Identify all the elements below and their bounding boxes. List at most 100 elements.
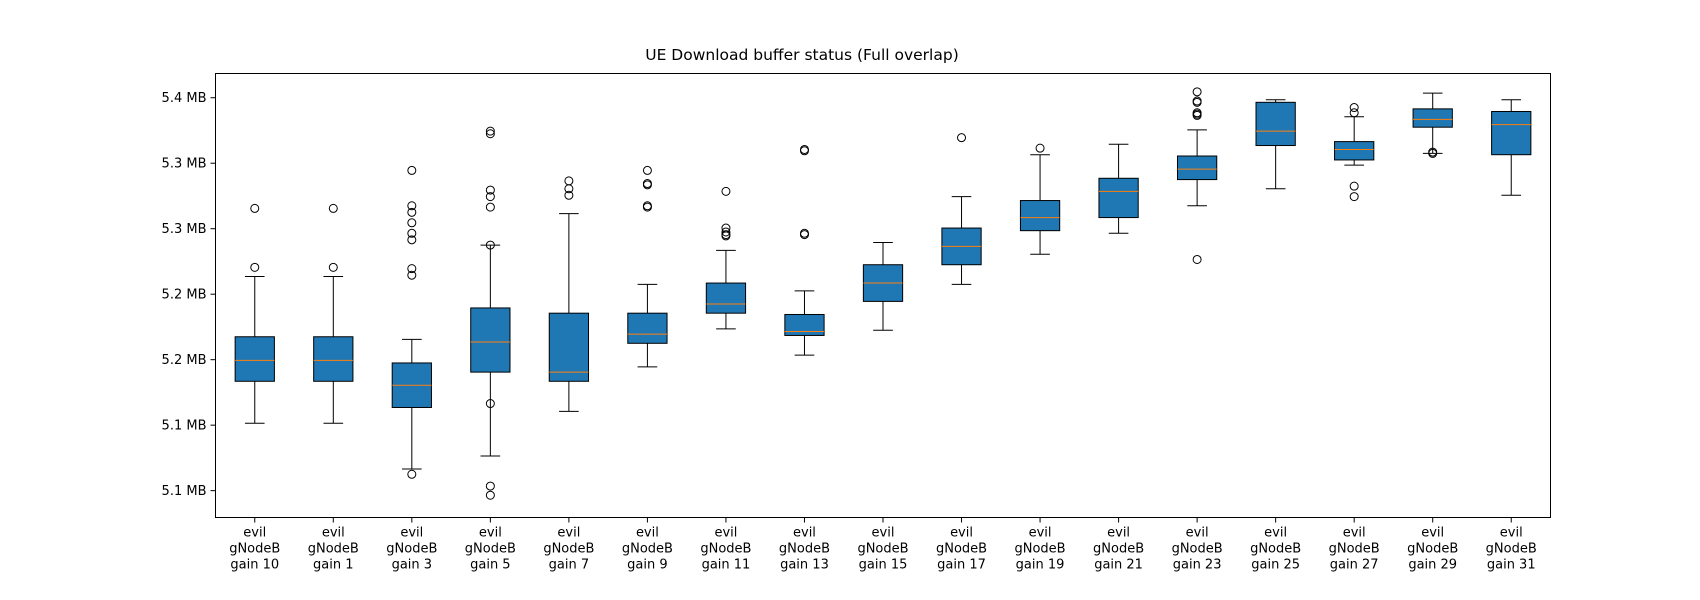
x-tick-label: gain 5 [470, 558, 510, 573]
x-tick-label: evil [872, 526, 895, 541]
x-tick-label: gain 27 [1330, 558, 1379, 573]
box-group [862, 241, 904, 331]
x-tick-label: gain 17 [937, 558, 986, 573]
outlier-point [1192, 87, 1202, 97]
box-group [1176, 87, 1218, 264]
outlier-point [485, 481, 495, 491]
outlier-point [485, 202, 495, 212]
x-tick-label: gain 29 [1408, 558, 1457, 573]
x-tick-label: evil [557, 526, 580, 541]
outlier-point [721, 223, 731, 233]
x-tick-label: gNodeB [1407, 542, 1458, 557]
outlier-point [407, 235, 417, 245]
x-tick-label: evil [1500, 526, 1523, 541]
y-tick-label: 5.3 MB [162, 157, 207, 172]
y-axis-ticks: 5.1 MB 5.1 MB 5.2 MB 5.2 MB 5.3 MB 5.3 MB 5.4 … [162, 91, 216, 499]
x-tick-label: gNodeB [1486, 542, 1537, 557]
x-tick-label: gNodeB [543, 542, 594, 557]
box-group [784, 144, 825, 356]
x-tick-label: evil [479, 526, 502, 541]
x-tick-label: evil [322, 526, 345, 541]
x-tick-label: gNodeB [229, 542, 280, 557]
x-tick-label: evil [1421, 526, 1444, 541]
box-body [627, 312, 668, 344]
y-tick-label: 5.2 MB [162, 353, 207, 368]
outlier-point [642, 165, 652, 175]
box-group [1491, 99, 1532, 196]
outlier-point [485, 126, 495, 136]
box-group [234, 203, 275, 424]
x-tick-label: evil [1343, 526, 1366, 541]
x-tick-label: gNodeB [308, 542, 359, 557]
box-body [705, 282, 747, 314]
outlier-point [407, 201, 417, 211]
box-body [234, 336, 275, 382]
x-tick-label: evil [1264, 526, 1287, 541]
outlier-point [564, 176, 574, 186]
x-tick-label: gNodeB [1172, 542, 1223, 557]
outlier-point [1192, 108, 1202, 118]
x-tick-label: gNodeB [779, 542, 830, 557]
x-tick-label: gain 10 [230, 558, 279, 573]
box-body [1176, 155, 1218, 181]
outlier-point [328, 262, 338, 272]
outlier-point [407, 207, 417, 217]
outlier-point [485, 185, 495, 195]
x-tick-label: gNodeB [857, 542, 908, 557]
x-tick-label: gNodeB [1015, 542, 1066, 557]
x-tick-label: gNodeB [1329, 542, 1380, 557]
outlier-point [721, 227, 731, 237]
x-tick-label: evil [400, 526, 423, 541]
box-group [627, 165, 668, 368]
box-body [784, 313, 825, 336]
outlier-point [1349, 103, 1359, 113]
box-body [1019, 200, 1061, 232]
outlier-point [485, 399, 495, 409]
x-tick-label: gain 13 [780, 558, 829, 573]
x-tick-label: gNodeB [1093, 542, 1144, 557]
outlier-point [407, 218, 417, 228]
box-body [548, 312, 590, 382]
outlier-point [407, 270, 417, 280]
outlier-point [1192, 96, 1202, 106]
x-tick-label: gain 19 [1016, 558, 1065, 573]
chart-title: UE Download buffer status (Full overlap) [645, 46, 959, 64]
x-tick-label: gNodeB [936, 542, 987, 557]
outlier-point [485, 192, 495, 202]
box-group [1098, 143, 1139, 234]
x-tick-label: gNodeB [386, 542, 437, 557]
box-series [234, 87, 1532, 500]
x-tick-label: evil [793, 526, 816, 541]
box-body [1412, 108, 1453, 128]
outlier-point [1349, 108, 1359, 118]
outlier-point [485, 240, 495, 250]
y-tick-label: 5.1 MB [162, 484, 207, 499]
x-tick-label: evil [950, 526, 973, 541]
x-tick-label: gain 1 [313, 558, 353, 573]
x-tick-label: gain 21 [1094, 558, 1143, 573]
y-tick-label: 5.3 MB [162, 222, 207, 237]
outlier-point [1349, 181, 1359, 191]
box-body [1334, 141, 1375, 161]
x-tick-label: gNodeB [622, 542, 673, 557]
outlier-point [250, 262, 260, 272]
outlier-point [485, 129, 495, 139]
outlier-point [799, 144, 809, 154]
outlier-point [564, 190, 574, 200]
plot-area-frame [215, 73, 1551, 518]
outlier-point [642, 179, 652, 189]
x-tick-label: gain 7 [549, 558, 589, 573]
outlier-point [1035, 143, 1045, 153]
box-group [1412, 92, 1453, 158]
outlier-point [328, 203, 338, 213]
x-tick-label: gNodeB [465, 542, 516, 557]
box-group [391, 165, 432, 479]
box-group [1019, 143, 1061, 255]
box-group [1334, 103, 1375, 202]
box-body [1098, 177, 1139, 219]
outlier-point [721, 186, 731, 196]
box-body [313, 336, 354, 382]
outlier-point [799, 228, 809, 238]
